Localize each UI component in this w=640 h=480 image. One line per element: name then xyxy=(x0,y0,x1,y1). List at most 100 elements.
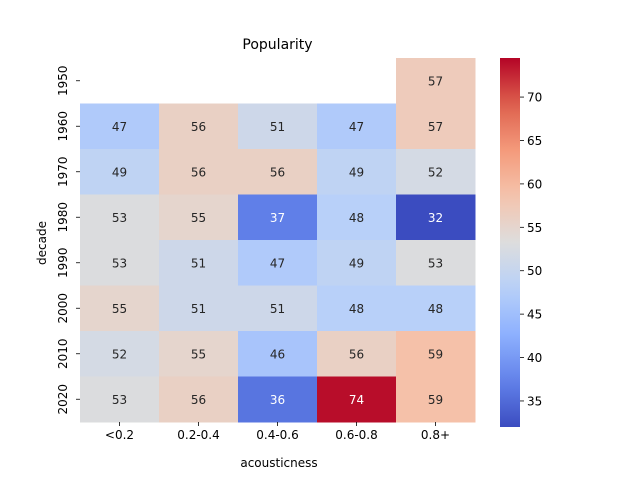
cell-value-label: 52 xyxy=(428,165,443,179)
heatmap-cell xyxy=(159,149,239,195)
cell-value-label: 51 xyxy=(191,302,206,316)
colorbar-tick-label: 35 xyxy=(527,394,542,408)
cell-value-label: 57 xyxy=(428,74,443,88)
x-tick-label: 0.6-0.8 xyxy=(335,428,378,442)
cell-value-label: 74 xyxy=(349,393,364,407)
heatmap-cell xyxy=(396,149,476,195)
heatmap-cell xyxy=(238,240,318,286)
cell-value-label: 56 xyxy=(349,347,364,361)
cell-value-label: 48 xyxy=(428,302,443,316)
y-axis: 1950 1960 1970 1980 1990 2000 2010 2020 xyxy=(56,65,80,415)
x-tick-label: 0.8+ xyxy=(421,428,450,442)
heatmap-cell xyxy=(317,194,397,241)
heatmap-cell xyxy=(159,376,239,423)
cell-value-label: 49 xyxy=(112,165,127,179)
heatmap-cell xyxy=(317,376,397,423)
cell-value-label: 59 xyxy=(428,393,443,407)
cell-value-label: 49 xyxy=(349,165,364,179)
heatmap-cells: 57 47 56 51 47 57 49 56 56 49 52 53 55 37 48 32 53 51 47 49… xyxy=(80,58,476,423)
y-tick-label: 1990 xyxy=(56,247,70,278)
chart-title: Popularity xyxy=(242,37,312,53)
cell-value-label: 51 xyxy=(191,256,206,270)
heatmap-cell xyxy=(317,331,397,377)
colorbar-tick-label: 40 xyxy=(527,351,542,365)
heatmap-cell xyxy=(80,240,160,286)
heatmap-cell xyxy=(396,331,476,377)
x-axis: <0.2 0.2-0.4 0.4-0.6 0.6-0.8 0.8+ xyxy=(105,422,450,442)
heatmap-cell xyxy=(80,149,160,195)
colorbar-tick-label: 70 xyxy=(527,91,542,105)
heatmap-cell xyxy=(396,58,476,104)
cell-value-label: 59 xyxy=(428,347,443,361)
cell-value-label: 47 xyxy=(270,256,285,270)
cell-value-label: 36 xyxy=(270,393,285,407)
heatmap-cell xyxy=(317,285,397,332)
heatmap-cell xyxy=(317,149,397,195)
cell-value-label: 49 xyxy=(349,256,364,270)
cell-value-label: 53 xyxy=(112,393,127,407)
y-tick-label: 2020 xyxy=(56,384,70,415)
x-axis-label: acousticness xyxy=(240,456,317,470)
heatmap-cell xyxy=(159,194,239,241)
heatmap-cell xyxy=(159,240,239,286)
cell-value-label: 55 xyxy=(191,347,206,361)
colorbar-tick-label: 55 xyxy=(527,221,542,235)
x-tick-label: 0.2-0.4 xyxy=(177,428,220,442)
heatmap-cell xyxy=(80,285,160,332)
heatmap-cell xyxy=(238,149,318,195)
cell-value-label: 51 xyxy=(270,302,285,316)
heatmap-cell xyxy=(159,103,239,150)
cell-value-label: 53 xyxy=(428,256,443,270)
heatmap-cell xyxy=(238,103,318,150)
cell-value-label: 46 xyxy=(270,347,285,361)
x-tick-label: 0.4-0.6 xyxy=(256,428,299,442)
y-tick-label: 1980 xyxy=(56,202,70,233)
heatmap-cell xyxy=(396,240,476,286)
heatmap-cell xyxy=(396,285,476,332)
y-tick-label: 2010 xyxy=(56,338,70,369)
colorbar-tick-label: 45 xyxy=(527,308,542,322)
y-tick-label: 2000 xyxy=(56,293,70,324)
cell-value-label: 56 xyxy=(191,393,206,407)
heatmap-cell xyxy=(396,194,476,241)
colorbar: 35 40 45 50 55 60 65 70 xyxy=(500,58,542,427)
heatmap-cell xyxy=(317,103,397,150)
heatmap-cell xyxy=(238,376,318,423)
colorbar-gradient xyxy=(500,58,520,427)
cell-value-label: 53 xyxy=(112,256,127,270)
cell-value-label: 55 xyxy=(112,302,127,316)
y-tick-label: 1950 xyxy=(56,65,70,96)
heatmap-cell xyxy=(159,285,239,332)
cell-value-label: 51 xyxy=(270,120,285,134)
colorbar-tick-label: 60 xyxy=(527,177,542,191)
cell-value-label: 56 xyxy=(191,120,206,134)
cell-value-label: 48 xyxy=(349,302,364,316)
cell-value-label: 37 xyxy=(270,211,285,225)
heatmap-cell xyxy=(80,331,160,377)
x-tick-label: <0.2 xyxy=(105,428,134,442)
cell-value-label: 56 xyxy=(270,165,285,179)
heatmap-cell xyxy=(80,194,160,241)
heatmap-cell xyxy=(396,103,476,150)
heatmap-cell xyxy=(396,376,476,423)
cell-value-label: 47 xyxy=(349,120,364,134)
cell-value-label: 48 xyxy=(349,211,364,225)
y-tick-label: 1970 xyxy=(56,156,70,187)
y-axis-label: decade xyxy=(35,221,49,265)
heatmap-cell xyxy=(317,240,397,286)
heatmap-cell xyxy=(238,285,318,332)
cell-value-label: 57 xyxy=(428,120,443,134)
cell-value-label: 55 xyxy=(191,211,206,225)
y-tick-label: 1960 xyxy=(56,111,70,142)
heatmap-cell xyxy=(159,331,239,377)
cell-value-label: 56 xyxy=(191,165,206,179)
heatmap-cell xyxy=(80,103,160,150)
heatmap-cell xyxy=(238,194,318,241)
colorbar-tick-label: 65 xyxy=(527,134,542,148)
cell-value-label: 32 xyxy=(428,211,443,225)
cell-value-label: 52 xyxy=(112,347,127,361)
cell-value-label: 47 xyxy=(112,120,127,134)
heatmap-cell xyxy=(238,331,318,377)
